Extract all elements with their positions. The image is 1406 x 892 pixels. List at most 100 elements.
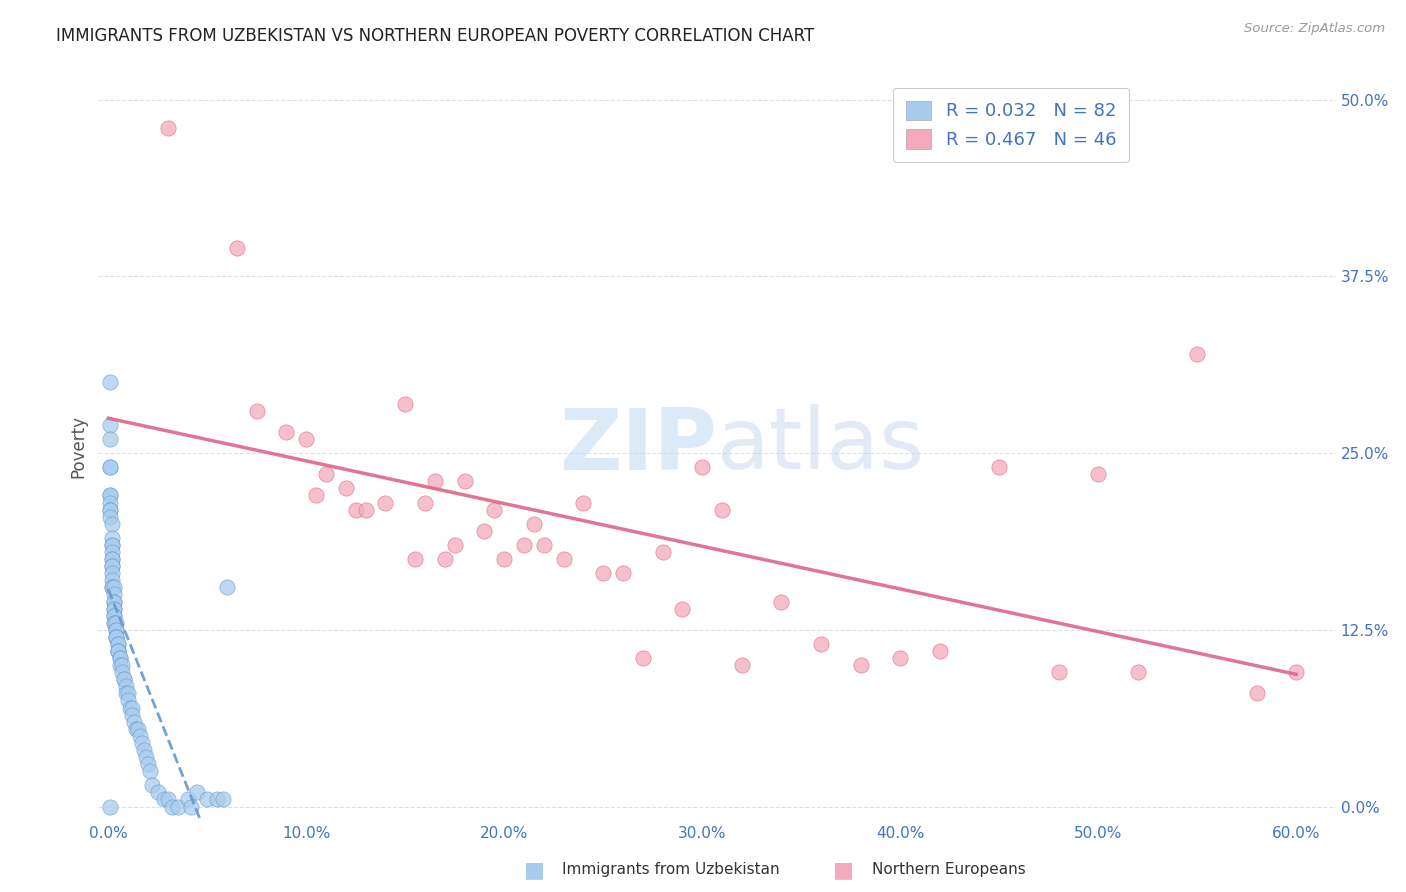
- Point: [98, 502, 121, 516]
- Point: [217, 580, 239, 594]
- Point: [103, 594, 125, 608]
- Point: [107, 637, 129, 651]
- Point: [105, 630, 128, 644]
- Point: [572, 495, 595, 509]
- Point: [101, 566, 124, 581]
- Point: [103, 601, 125, 615]
- Point: [1047, 665, 1070, 680]
- Point: [107, 644, 129, 658]
- Point: [413, 495, 436, 509]
- Point: [122, 714, 145, 729]
- Point: [1246, 686, 1268, 700]
- Point: [305, 488, 328, 502]
- Point: [195, 792, 218, 806]
- Point: [101, 545, 124, 559]
- Point: [101, 580, 124, 594]
- Point: [160, 799, 183, 814]
- Point: [101, 552, 124, 566]
- Point: [770, 594, 793, 608]
- Point: [103, 608, 125, 623]
- Text: Northern Europeans: Northern Europeans: [872, 863, 1025, 877]
- Point: [1087, 467, 1109, 482]
- Point: [205, 792, 228, 806]
- Text: ■: ■: [834, 860, 853, 880]
- Text: ZIP: ZIP: [560, 404, 717, 488]
- Point: [111, 658, 134, 673]
- Point: [226, 241, 249, 255]
- Point: [131, 736, 153, 750]
- Point: [103, 580, 125, 594]
- Point: [101, 559, 124, 574]
- Point: [98, 488, 121, 502]
- Point: [105, 623, 128, 637]
- Point: [101, 531, 124, 545]
- Point: [156, 792, 179, 806]
- Point: [103, 587, 125, 601]
- Point: [135, 750, 157, 764]
- Point: [98, 460, 121, 475]
- Point: [107, 644, 129, 658]
- Point: [111, 665, 134, 680]
- Point: [98, 799, 121, 814]
- Point: [612, 566, 634, 581]
- Point: [98, 502, 121, 516]
- Point: [103, 608, 125, 623]
- Point: [98, 509, 121, 524]
- Point: [374, 495, 396, 509]
- Point: [276, 425, 298, 439]
- Point: [105, 615, 128, 630]
- Point: [212, 792, 235, 806]
- Point: [523, 516, 546, 531]
- Point: [141, 778, 163, 792]
- Y-axis label: Poverty: Poverty: [69, 415, 87, 477]
- Point: [136, 757, 159, 772]
- Point: [101, 538, 124, 552]
- Point: [513, 538, 536, 552]
- Point: [115, 679, 138, 693]
- Point: [117, 686, 139, 700]
- Point: [107, 644, 129, 658]
- Point: [810, 637, 832, 651]
- Text: ■: ■: [524, 860, 544, 880]
- Legend: R = 0.032   N = 82, R = 0.467   N = 46: R = 0.032 N = 82, R = 0.467 N = 46: [893, 88, 1129, 162]
- Point: [108, 651, 131, 665]
- Point: [849, 658, 872, 673]
- Point: [103, 615, 125, 630]
- Point: [404, 552, 426, 566]
- Point: [631, 651, 654, 665]
- Point: [988, 460, 1011, 475]
- Point: [152, 792, 174, 806]
- Point: [108, 658, 131, 673]
- Point: [433, 552, 456, 566]
- Point: [315, 467, 337, 482]
- Point: [166, 799, 188, 814]
- Point: [1285, 665, 1308, 680]
- Point: [101, 516, 124, 531]
- Point: [98, 460, 121, 475]
- Point: [246, 403, 269, 417]
- Point: [671, 601, 693, 615]
- Point: [121, 700, 143, 714]
- Point: [474, 524, 496, 538]
- Point: [295, 432, 318, 446]
- Point: [533, 538, 555, 552]
- Point: [108, 651, 131, 665]
- Point: [344, 502, 367, 516]
- Point: [690, 460, 713, 475]
- Point: [453, 475, 475, 489]
- Point: [553, 552, 575, 566]
- Point: [1126, 665, 1149, 680]
- Point: [98, 417, 121, 432]
- Point: [101, 552, 124, 566]
- Point: [156, 120, 179, 135]
- Point: [127, 722, 149, 736]
- Point: [592, 566, 614, 581]
- Point: [107, 637, 129, 651]
- Point: [176, 792, 198, 806]
- Point: [132, 743, 155, 757]
- Point: [105, 623, 128, 637]
- Point: [105, 630, 128, 644]
- Point: [335, 482, 357, 496]
- Point: [711, 502, 734, 516]
- Point: [484, 502, 506, 516]
